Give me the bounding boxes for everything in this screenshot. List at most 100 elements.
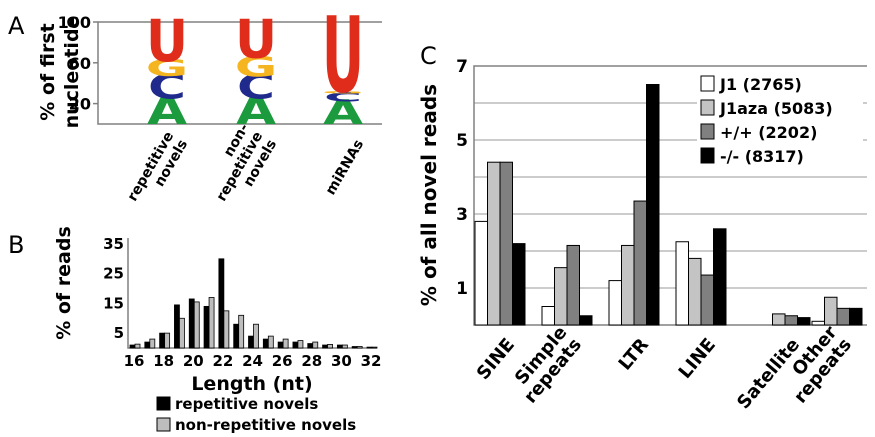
legend-label-non-repetitive: non-repetitive novels — [175, 416, 356, 434]
panel-b-bar-repetitive — [159, 332, 166, 349]
panel-c-bar — [784, 315, 798, 326]
panel-b-bar-repetitive — [188, 298, 195, 349]
logo-letter-g: G — [146, 55, 189, 81]
panel-b-bar-non-repetitive — [208, 297, 215, 349]
panel-b-bar-repetitive — [262, 338, 269, 349]
panel-c-ytick-label: 3 — [456, 205, 468, 225]
panel-b-bar-repetitive — [336, 344, 343, 349]
panel-c-legend-label: J1aza (5083) — [719, 99, 833, 118]
panel-c-legend-label: +/+ (2202) — [720, 123, 817, 142]
panel-b-bar-non-repetitive — [179, 317, 185, 349]
panel-c-legend-swatch — [700, 147, 715, 164]
panel-c-ylabel: % of all novel reads — [417, 84, 441, 306]
panel-c-bar — [566, 244, 580, 326]
panel-b-bar-non-repetitive — [297, 340, 304, 349]
panel-b-xtick-label: 32 — [361, 352, 382, 370]
panel-b-xtick-label: 26 — [272, 352, 293, 370]
panel-b-bar-repetitive — [351, 346, 358, 349]
panel-b-ytick-label: 25 — [103, 265, 124, 283]
logo-letter-g: G — [235, 50, 278, 83]
panel-b-length-histogram: 5 15 25 35 16 18 20 22 24 26 28 30 32 — [103, 235, 381, 370]
panel-b-xtick-label: 24 — [242, 352, 263, 370]
panel-b-bar-repetitive — [366, 346, 373, 349]
panel-b-bar-repetitive — [248, 335, 254, 349]
logo-letter-u: U — [322, 0, 364, 117]
logo-letter-a: A — [147, 89, 188, 134]
panel-b-bar-repetitive — [144, 341, 151, 349]
logo-letter-a: A — [236, 89, 277, 134]
panel-b-bar-repetitive — [322, 344, 328, 349]
panel-b-xtick-label: 18 — [153, 352, 174, 370]
panel-c-bar — [675, 241, 689, 326]
panel-b-bar-non-repetitive — [134, 343, 141, 349]
panel-b-bar-non-repetitive — [193, 301, 200, 349]
logo-letter-c: C — [324, 90, 362, 104]
panel-c-category-label: LINE — [675, 334, 720, 382]
panel-b-bar-repetitive — [129, 344, 136, 349]
panel-b-ytick-label: 15 — [103, 294, 124, 312]
panel-a-ylabel: % of first nucleotide — [37, 16, 83, 129]
panel-c-legend-swatch — [700, 123, 715, 140]
panel-c-category-label: Satellite — [733, 334, 804, 413]
panel-b-bar-non-repetitive — [223, 310, 230, 349]
panel-c-bar — [849, 307, 863, 326]
panel-b-bar-non-repetitive — [371, 346, 378, 349]
panel-c-category-line: LINE — [675, 334, 720, 382]
panel-c-bar — [688, 257, 702, 326]
panel-c-bar — [824, 296, 838, 326]
panel-a-axes — [97, 21, 382, 125]
panel-c-legend-swatch — [700, 99, 715, 116]
legend-label-repetitive: repetitive novels — [175, 395, 318, 413]
panel-b-bar-repetitive — [292, 341, 299, 349]
panel-b-bar-repetitive — [174, 304, 180, 349]
panel-b-bar-non-repetitive — [149, 338, 156, 349]
panel-b-axes — [127, 238, 377, 349]
panel-b-legend: repetitive novels non-repetitive novels — [156, 395, 356, 434]
logo-letter-c: C — [148, 68, 186, 107]
panel-c-legend-label: J1 (2765) — [719, 75, 802, 94]
panel-b-ytick-label: 5 — [114, 324, 124, 342]
panel-a-logo-chart: 2060100ACGUrepetitivenovelsACGUnon-repet… — [58, 0, 382, 204]
legend-swatch-repetitive — [156, 396, 171, 411]
panel-b-xtick-label: 30 — [331, 352, 352, 370]
panel-b-bar-non-repetitive — [238, 314, 245, 349]
panel-b-bar-non-repetitive — [253, 323, 259, 349]
panel-c-category-line: LTR — [615, 334, 653, 374]
panel-a-ytick-label: 100 — [58, 13, 91, 32]
panel-c-bar — [554, 267, 568, 326]
panel-c-bar — [700, 274, 714, 326]
logo-letter-c: C — [237, 68, 275, 107]
panel-c-bar — [579, 315, 593, 326]
panel-a-category-label: miRNAs — [323, 137, 367, 198]
panel-c-bar — [474, 220, 488, 326]
panel-b-bar-repetitive — [307, 343, 314, 349]
panel-c-axes — [473, 65, 867, 326]
panel-c-legend-swatch — [700, 75, 715, 92]
panel-b-xtick-label: 22 — [212, 352, 233, 370]
panel-b-bar-repetitive — [203, 305, 210, 349]
panel-b-bar-repetitive — [233, 323, 240, 349]
panel-c-bar — [713, 228, 727, 326]
panel-b-xlabel: Length (nt) — [191, 373, 312, 395]
legend-swatch-non-repetitive — [156, 417, 171, 432]
panel-b-bar-non-repetitive — [312, 341, 319, 349]
panel-b-bar-non-repetitive — [356, 346, 363, 349]
panel-c-bar — [836, 307, 850, 326]
panel-b-xtick-label: 28 — [301, 352, 322, 370]
panel-c-ytick-label: 1 — [456, 279, 468, 299]
panel-c-legend-label: -/- (8317) — [720, 147, 804, 166]
panel-c-bar — [487, 161, 501, 326]
logo-letter-g: G — [322, 91, 365, 95]
panel-c-legend-bg — [697, 70, 863, 170]
panel-b-bar-non-repetitive — [164, 332, 171, 349]
panel-c-bar — [499, 161, 513, 326]
panel-b-xtick-label: 20 — [183, 352, 204, 370]
panel-label-a: A — [8, 12, 25, 40]
panel-c-category-label: LTR — [615, 334, 653, 374]
panel-c-bar — [512, 243, 526, 326]
